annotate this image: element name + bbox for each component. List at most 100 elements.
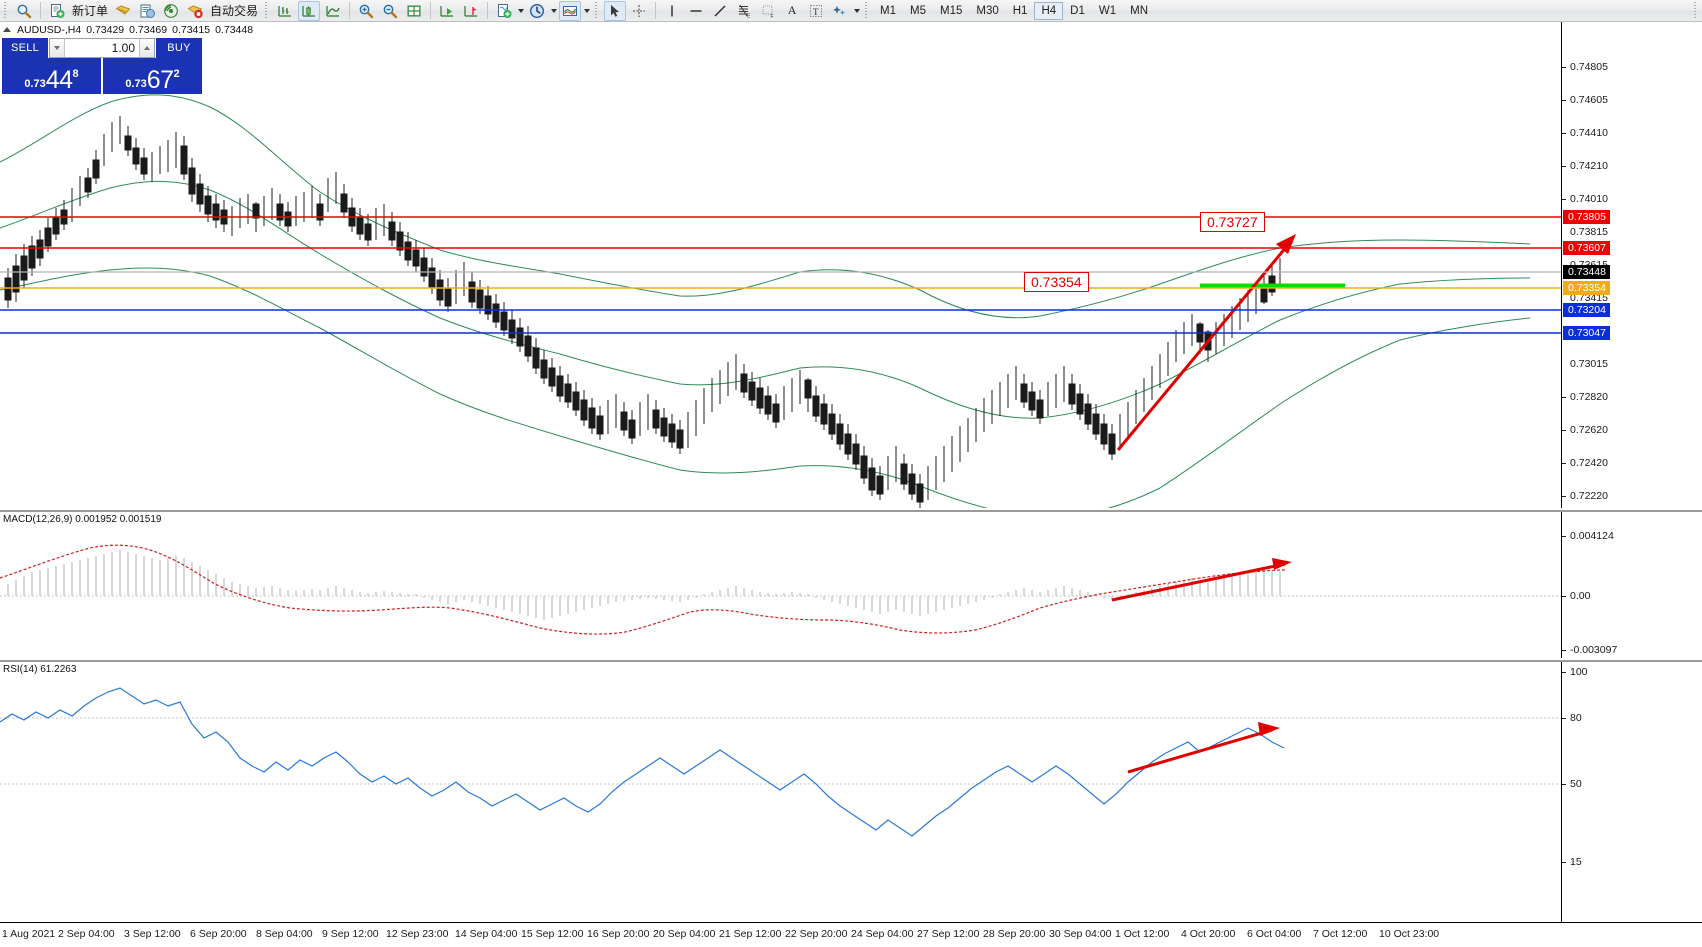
buy-price-display[interactable]: 0.73 67 2: [103, 58, 202, 94]
rsi-tick-0: 100: [1570, 666, 1588, 678]
equidistant-channel-icon[interactable]: F: [757, 1, 779, 21]
price-tag-support-blue-upper[interactable]: 0.73204: [1563, 303, 1610, 317]
tile-windows-icon[interactable]: [403, 1, 425, 21]
new-order-icon[interactable]: [46, 1, 68, 21]
buy-button[interactable]: BUY: [156, 38, 202, 58]
line-chart-icon[interactable]: [322, 1, 344, 21]
collapse-triangle-icon[interactable]: [3, 27, 11, 32]
time-label-21: 10 Oct 23:00: [1379, 928, 1440, 940]
annotation-high: 0.73727: [1200, 212, 1265, 232]
rsi-tick-3: 15: [1570, 856, 1582, 868]
bar-chart-icon[interactable]: [274, 1, 296, 21]
templates-dropdown-arrow[interactable]: [582, 1, 591, 21]
autoscroll-icon[interactable]: [436, 1, 458, 21]
timeframe-h1[interactable]: H1: [1012, 4, 1028, 17]
price-tick-13: 0.72220: [1570, 490, 1608, 502]
time-label-8: 15 Sep 12:00: [521, 928, 584, 940]
price-tag-support-orange[interactable]: 0.73354: [1563, 281, 1610, 295]
macd-indicator-pane[interactable]: MACD(12,26,9) 0.001952 0.001519 0.004124…: [0, 510, 1702, 658]
macd-tick-1: 0.00: [1570, 590, 1591, 602]
price-plot-area[interactable]: 0.73727 0.73354 0.71698: [0, 22, 1561, 508]
crosshair-icon[interactable]: [628, 1, 650, 21]
auto-trading-icon[interactable]: [184, 1, 206, 21]
zoom-in-icon[interactable]: [355, 1, 377, 21]
volume-input[interactable]: 1.00: [111, 41, 135, 55]
symbol-low-price: 0.73415: [172, 23, 211, 36]
price-tick-7: 0.73415: [1570, 292, 1608, 304]
toolbar-grip-2[interactable]: [264, 2, 271, 19]
rsi-indicator-pane[interactable]: RSI(14) 61.2263 100 80 50 15: [0, 660, 1702, 922]
auto-trading-label[interactable]: 自动交易: [210, 4, 259, 18]
price-tag-resistance-lower[interactable]: 0.73607: [1563, 241, 1610, 255]
sell-button[interactable]: SELL: [2, 38, 48, 58]
add-indicator-icon[interactable]: [493, 1, 515, 21]
price-tag-support-blue-lower[interactable]: 0.73047: [1563, 326, 1610, 340]
time-label-13: 24 Sep 04:00: [851, 928, 914, 940]
volume-stepper[interactable]: 1.00: [49, 38, 155, 58]
macd-graphics: [0, 544, 1561, 635]
toolbar-grip-3[interactable]: [594, 2, 601, 19]
timeframe-d1[interactable]: D1: [1070, 4, 1085, 17]
price-tag-resistance-upper[interactable]: 0.73805: [1563, 210, 1610, 224]
search-icon[interactable]: [13, 1, 35, 21]
uptrend-arrow-rsi: [1127, 722, 1280, 774]
time-label-4: 8 Sep 04:00: [256, 928, 313, 940]
text-icon[interactable]: A: [787, 3, 797, 17]
price-tick-9: 0.73015: [1570, 358, 1608, 370]
templates-icon[interactable]: [559, 0, 582, 21]
price-tick-11: 0.72620: [1570, 424, 1608, 436]
indicators-dropdown-arrow[interactable]: [516, 1, 525, 21]
candlestick-chart-icon[interactable]: [298, 0, 321, 21]
time-label-0: 1 Aug 2021: [2, 928, 56, 940]
zoom-out-icon[interactable]: [379, 1, 401, 21]
sell-price-display[interactable]: 0.73 44 8: [2, 58, 101, 94]
chart-shift-icon[interactable]: [460, 1, 482, 21]
annotation-mid: 0.73354: [1024, 272, 1089, 292]
timeframe-h4[interactable]: H4: [1034, 1, 1064, 20]
price-tick-12: 0.72420: [1570, 457, 1608, 469]
timeframe-w1[interactable]: W1: [1098, 4, 1117, 17]
macd-plot-area[interactable]: [0, 512, 1561, 658]
time-label-11: 21 Sep 12:00: [719, 928, 782, 940]
symbol-high-price: 0.73469: [129, 23, 168, 36]
time-axis[interactable]: 1 Aug 2021 2 Sep 04:00 3 Sep 12:00 6 Sep…: [0, 922, 1702, 947]
terminal-icon[interactable]: [136, 1, 158, 21]
price-tick-3: 0.74210: [1570, 160, 1608, 172]
rsi-axis[interactable]: 100 80 50 15: [1561, 662, 1702, 922]
vertical-line-icon[interactable]: [661, 1, 683, 21]
price-chart-pane[interactable]: 0.73727 0.73354 0.71698 0.74805 0.74605 …: [0, 22, 1702, 508]
symbol-close-price: 0.73448: [215, 23, 254, 36]
price-tick-4: 0.74010: [1570, 193, 1608, 205]
time-label-2: 3 Sep 12:00: [124, 928, 181, 940]
time-label-10: 20 Sep 04:00: [653, 928, 716, 940]
fibonacci-icon[interactable]: E: [733, 1, 755, 21]
timeframe-m5[interactable]: M5: [910, 4, 926, 17]
signal-icon[interactable]: [160, 1, 182, 21]
trendline-icon[interactable]: [709, 1, 731, 21]
shapes-icon[interactable]: [829, 1, 851, 21]
horizontal-line-icon[interactable]: [685, 1, 707, 21]
timeframe-m15[interactable]: M15: [940, 4, 963, 17]
shapes-dropdown-arrow[interactable]: [852, 1, 861, 21]
macd-axis[interactable]: 0.004124 0.00 -0.003097: [1561, 512, 1702, 658]
toolbar-separator-1: [40, 2, 41, 19]
cursor-icon[interactable]: [604, 0, 627, 21]
sell-price-prefix: 0.73: [24, 78, 46, 90]
volume-increase-button[interactable]: [139, 39, 154, 57]
timeframe-m30[interactable]: M30: [976, 4, 999, 17]
periods-dropdown-arrow[interactable]: [549, 1, 558, 21]
folder-icon[interactable]: [112, 1, 134, 21]
rsi-plot-area[interactable]: [0, 662, 1561, 922]
clock-icon[interactable]: [526, 1, 548, 21]
text-label-icon[interactable]: T: [805, 1, 827, 21]
macd-tick-0: 0.004124: [1570, 530, 1614, 542]
volume-decrease-button[interactable]: [50, 39, 65, 57]
new-order-label[interactable]: 新订单: [72, 4, 109, 18]
toolbar-grip-1[interactable]: [3, 2, 9, 19]
time-label-5: 9 Sep 12:00: [322, 928, 379, 940]
toolbar-grip-4[interactable]: [864, 2, 871, 19]
toolbar-grip-5[interactable]: [1693, 2, 1699, 19]
timeframe-mn[interactable]: MN: [1130, 4, 1148, 17]
price-axis[interactable]: 0.74805 0.74605 0.74410 0.74210 0.74010 …: [1561, 22, 1702, 508]
timeframe-m1[interactable]: M1: [880, 4, 897, 17]
